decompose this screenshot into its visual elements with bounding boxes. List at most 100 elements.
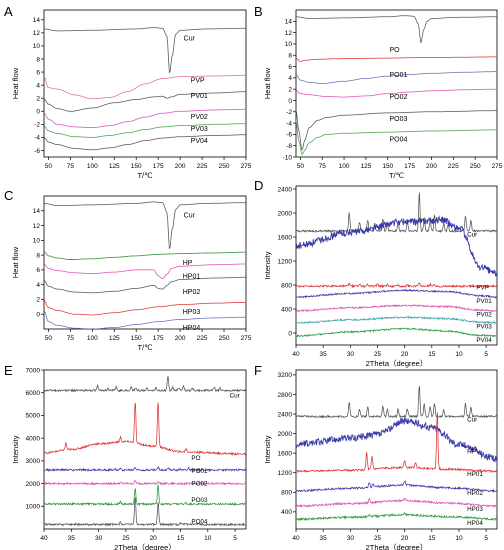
y-tick-label: 4 xyxy=(288,75,292,82)
series-hp01-line xyxy=(296,412,497,474)
series-label-hp01: HP01 xyxy=(183,273,201,280)
x-tick-label: 100 xyxy=(339,163,350,170)
y-tick-label: 800 xyxy=(281,282,292,289)
x-tick-label: 225 xyxy=(197,335,208,342)
x-tick-label: 225 xyxy=(197,163,208,170)
plot-frame xyxy=(43,9,247,158)
series-pvp-trace-line xyxy=(296,215,497,277)
x-tick-label: 5 xyxy=(233,535,237,542)
series-label-hp03: HP03 xyxy=(467,506,483,513)
x-tick-label: 15 xyxy=(428,351,436,358)
series-po04-line xyxy=(44,497,246,527)
y-tick-label: 2400 xyxy=(278,186,293,193)
x-tick-label: 125 xyxy=(360,163,371,170)
y-axis-label: Intensity xyxy=(11,435,20,463)
x-tick-label: 150 xyxy=(382,163,393,170)
series-label-cur: Cur xyxy=(184,36,196,43)
series-label-pv03: PV03 xyxy=(191,126,208,133)
y-tick-label: 14 xyxy=(285,19,293,26)
series-pv04-line xyxy=(44,134,246,151)
series-group xyxy=(44,201,246,329)
y-tick-label: -10 xyxy=(283,154,293,161)
y-tick-label: 4 xyxy=(36,282,40,289)
x-tick-label: 175 xyxy=(404,163,415,170)
y-tick-label: 10 xyxy=(33,43,41,50)
x-axis-label: T/℃ xyxy=(137,343,153,352)
y-tick-label: 1000 xyxy=(26,504,41,511)
series-cur-line xyxy=(296,15,497,44)
y-tick-label: -2 xyxy=(34,122,40,129)
series-label-po04: PO04 xyxy=(390,136,408,143)
x-tick-label: 30 xyxy=(347,351,355,358)
series-hp03-line xyxy=(44,299,246,316)
series-label-pv02: PV02 xyxy=(191,114,208,121)
x-tick-label: 250 xyxy=(219,335,230,342)
panel-a: A 50 75 100 125 150 175 200 225 250 275 -6 -4 -2 0 2 4 6 8… xyxy=(4,4,252,180)
y-tick-label: 6 xyxy=(36,69,40,76)
y-tick-label: 2 xyxy=(36,96,40,103)
x-tick-label: 25 xyxy=(374,535,382,542)
x-tick-label: 20 xyxy=(150,535,158,542)
series-cur-line xyxy=(44,376,246,393)
y-tick-label: 4 xyxy=(36,82,40,89)
y-tick-label: 400 xyxy=(281,509,292,516)
y-tick-label: 12 xyxy=(33,223,41,230)
y-tick-label: 5000 xyxy=(26,413,41,420)
series-label-po04: PO04 xyxy=(191,518,208,525)
x-tick-label: 50 xyxy=(45,335,53,342)
x-tick-label: 25 xyxy=(122,535,130,542)
series-pv01-line xyxy=(44,91,246,112)
x-tick-label: 150 xyxy=(131,163,142,170)
panel-letter: C xyxy=(4,188,13,203)
x-tick-label: 35 xyxy=(320,535,328,542)
x-tick-label: 175 xyxy=(153,335,164,342)
panel-e: E 40 35 30 25 20 15 10 5 1000 2000 3000 4000 5000 6000… xyxy=(4,363,247,550)
series-pv03-line xyxy=(44,123,246,138)
y-tick-label: -8 xyxy=(286,143,292,150)
x-tick-label: 20 xyxy=(401,351,409,358)
y-tick-label: 1600 xyxy=(278,234,293,241)
y-tick-label: 6000 xyxy=(26,390,41,397)
series-label-po01: PO01 xyxy=(390,72,408,79)
y-tick-label: -4 xyxy=(34,135,40,142)
series-cur-line xyxy=(296,192,497,234)
y-axis-label: Intensity xyxy=(263,251,272,279)
x-tick-label: 75 xyxy=(67,163,75,170)
series-po02-line xyxy=(296,88,497,98)
x-axis-label: T/℃ xyxy=(137,171,153,180)
x-tick-label: 275 xyxy=(492,163,503,170)
y-tick-label: 10 xyxy=(285,41,293,48)
x-axis-label: 2Theta（degree） xyxy=(366,359,428,368)
plot-frame xyxy=(295,185,498,346)
x-tick-label: 225 xyxy=(448,163,459,170)
x-tick-label: 25 xyxy=(374,351,382,358)
x-tick-label: 50 xyxy=(297,163,305,170)
y-tick-label: 2000 xyxy=(278,431,293,438)
y-tick-label: 8 xyxy=(288,53,292,60)
y-tick-label: 4000 xyxy=(26,435,41,442)
x-tick-label: 200 xyxy=(175,163,186,170)
series-label-pv01: PV01 xyxy=(476,298,492,305)
x-tick-label: 10 xyxy=(455,351,463,358)
y-tick-label: 2000 xyxy=(26,481,41,488)
y-tick-label: -6 xyxy=(286,132,292,139)
series-cur-line xyxy=(296,386,497,419)
series-hp02-line xyxy=(44,276,246,294)
series-hp04-line xyxy=(44,310,246,329)
x-tick-label: 15 xyxy=(177,535,185,542)
y-tick-label: 2800 xyxy=(278,392,293,399)
x-tick-label: 200 xyxy=(426,163,437,170)
series-po02-line xyxy=(44,479,246,486)
series-hp03-line xyxy=(296,497,497,508)
series-hp01-line xyxy=(44,263,246,280)
series-label-po03: PO03 xyxy=(390,116,408,123)
panel-letter: F xyxy=(254,363,262,378)
series-label-pv01: PV01 xyxy=(191,93,208,100)
series-hp04-line xyxy=(296,511,497,522)
y-axis-label: Intensity xyxy=(263,435,272,463)
series-cur-line xyxy=(44,27,246,74)
y-tick-label: 1200 xyxy=(278,258,293,265)
series-label-pv04: PV04 xyxy=(191,138,208,145)
panel-b: B50 75 100 125 150 175 200 225 250 275-10-8-6-4-2… xyxy=(254,4,503,180)
series-label-pvp: PVP xyxy=(476,284,489,291)
